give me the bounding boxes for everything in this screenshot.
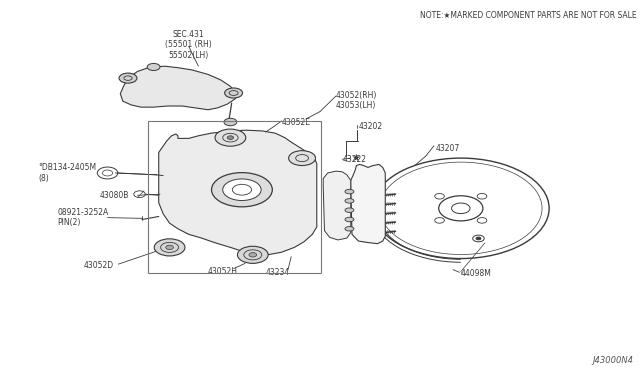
Text: 43052D: 43052D [83, 262, 113, 270]
Text: °DB134-2405M
(8): °DB134-2405M (8) [38, 163, 97, 183]
Ellipse shape [345, 199, 354, 203]
Text: 08921-3252A
PIN(2): 08921-3252A PIN(2) [58, 208, 109, 227]
Text: 43080B: 43080B [99, 191, 129, 200]
Polygon shape [159, 130, 317, 255]
Ellipse shape [223, 179, 261, 201]
Ellipse shape [166, 245, 173, 250]
Ellipse shape [211, 173, 273, 207]
Text: SEC.431
(55501 (RH)
55502(LH): SEC.431 (55501 (RH) 55502(LH) [165, 30, 212, 60]
Text: 43202: 43202 [358, 122, 383, 131]
Ellipse shape [345, 189, 354, 194]
Text: 44098M: 44098M [461, 269, 492, 278]
Polygon shape [351, 164, 385, 244]
Circle shape [224, 118, 237, 126]
Ellipse shape [154, 239, 185, 256]
Ellipse shape [215, 129, 246, 146]
Text: 43222: 43222 [342, 155, 367, 164]
Ellipse shape [119, 73, 137, 83]
Ellipse shape [345, 227, 354, 231]
Ellipse shape [289, 151, 316, 166]
Text: 43052H: 43052H [208, 267, 238, 276]
Ellipse shape [249, 253, 257, 257]
Ellipse shape [227, 136, 234, 140]
Ellipse shape [225, 88, 243, 98]
Text: NOTE:★MARKED COMPONENT PARTS ARE NOT FOR SALE: NOTE:★MARKED COMPONENT PARTS ARE NOT FOR… [420, 11, 637, 20]
Ellipse shape [237, 246, 268, 263]
Polygon shape [323, 171, 351, 240]
Ellipse shape [147, 64, 160, 71]
Ellipse shape [345, 208, 354, 212]
Text: 43207: 43207 [435, 144, 460, 153]
Text: 43052(RH)
43053(LH): 43052(RH) 43053(LH) [336, 91, 378, 110]
Ellipse shape [345, 217, 354, 222]
Bar [148, 121, 321, 273]
Text: 43234: 43234 [266, 268, 290, 277]
Text: ★: ★ [351, 153, 360, 163]
Text: J43000N4: J43000N4 [593, 356, 634, 365]
Text: 43052E: 43052E [282, 118, 310, 127]
Polygon shape [120, 66, 236, 110]
Circle shape [476, 237, 481, 240]
